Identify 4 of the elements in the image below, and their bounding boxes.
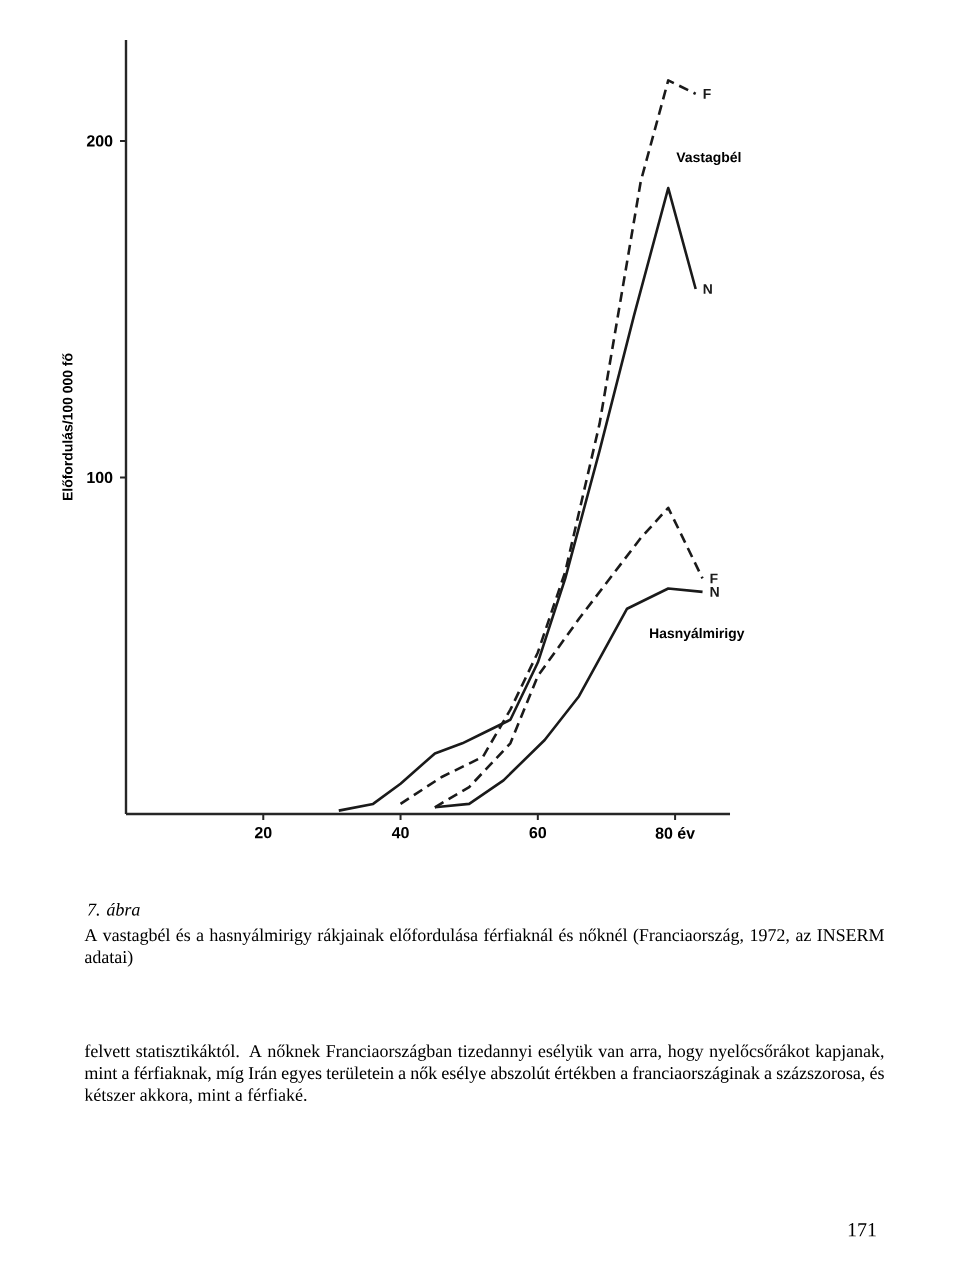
text: felvett statisztikáktól. A nőknek Franciaországban tizedannyi esélyük van arra, hogy nyelőcsőrákot kapjanak, mint a férfiaknak, míg Irán egyes területein a nők esélye abszolút értékben a franciaországinak a százszorosa, és kétszer akkora, mint a férfiaké. (84, 1044, 884, 1104)
text: 171 (848, 1223, 876, 1237)
text: 7. ábra (88, 903, 140, 916)
text: A vastagbél és a hasnyálmirigy rákjainak előfordulása férfiaknál és nőknél (Franciaország, 1972, az INSERM adatai) (84, 928, 884, 967)
